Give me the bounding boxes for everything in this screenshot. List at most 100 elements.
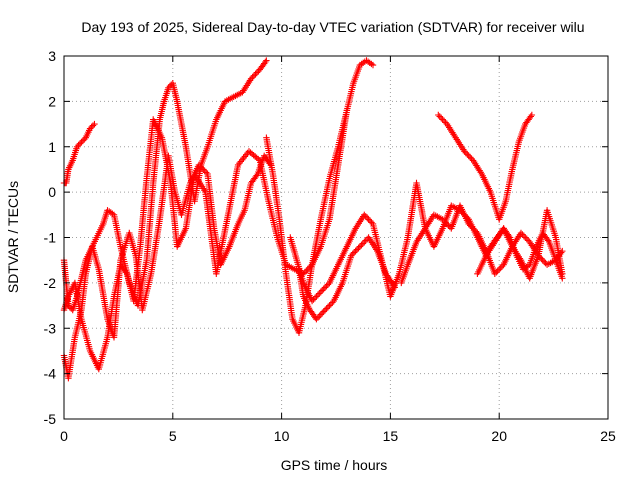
data-point [359, 240, 366, 247]
data-point [79, 137, 87, 144]
data-point [253, 69, 261, 76]
x-tick-label: 10 [274, 428, 290, 444]
x-tick-labels: 0 5 10 15 20 25 [60, 428, 616, 444]
y-tick-label: 0 [48, 184, 56, 200]
data-point [365, 216, 372, 223]
y-tick-labels: -5 -4 -3 -2 -1 0 1 2 3 [44, 48, 57, 427]
data-point [314, 291, 322, 299]
data-point [319, 309, 326, 317]
data-point [253, 172, 260, 179]
x-tick-label: 20 [491, 428, 507, 444]
data-point [321, 284, 329, 291]
data-point [76, 140, 84, 147]
data-point [316, 313, 323, 320]
data-point [308, 297, 316, 305]
series-track-7 [287, 179, 566, 305]
y-axis-label: SDTVAR / TECUs [5, 181, 21, 293]
data-point [520, 232, 528, 240]
data-point [517, 229, 525, 237]
data-point [249, 74, 256, 81]
data-point [319, 287, 326, 294]
data-point [496, 266, 503, 273]
data-point [313, 293, 320, 300]
data-point [247, 75, 255, 82]
data-point [469, 225, 477, 232]
data-point [368, 219, 375, 226]
series-track-5 [263, 57, 377, 336]
data-point [75, 142, 82, 149]
data-point [203, 169, 210, 176]
data-point [435, 111, 442, 119]
data-point [523, 235, 530, 243]
data-point [166, 83, 174, 90]
data-point [559, 275, 566, 282]
data-point [362, 213, 369, 220]
data-point [505, 232, 513, 240]
y-tick-label: -2 [44, 275, 57, 291]
data-point [445, 222, 452, 229]
data-point [200, 166, 207, 173]
series-track-9 [435, 111, 536, 223]
y-tick-label: -5 [44, 411, 57, 427]
data-point [198, 164, 205, 172]
data-point [78, 139, 85, 146]
data-point [329, 299, 336, 306]
data-point [86, 125, 94, 132]
data-point [493, 269, 500, 276]
data-point [313, 316, 320, 323]
data-point [66, 303, 73, 311]
data-point [467, 154, 474, 161]
data-point [122, 269, 130, 276]
data-point [545, 237, 552, 244]
data-point [440, 217, 448, 225]
data-point [320, 308, 327, 315]
data-point [352, 247, 359, 255]
data-point [439, 116, 446, 123]
data-point [197, 163, 204, 170]
data-point [465, 220, 472, 228]
data-point [356, 243, 364, 250]
data-point [522, 234, 529, 241]
data-point [323, 282, 330, 290]
data-point [442, 219, 449, 226]
data-point [436, 113, 443, 120]
data-point [519, 231, 526, 238]
x-axis-label: GPS time / hours [281, 457, 388, 473]
data-point [349, 250, 356, 258]
data-point [321, 306, 329, 314]
data-point [494, 267, 501, 274]
data-point [262, 58, 269, 66]
y-tick-label: 1 [48, 139, 56, 155]
data-point [438, 114, 445, 122]
data-point [88, 123, 95, 131]
data-point [541, 258, 548, 265]
x-tick-label: 15 [383, 428, 399, 444]
x-tick-label: 5 [169, 428, 177, 444]
data-point [350, 249, 358, 256]
y-tick-label: -4 [44, 366, 57, 382]
data-point [539, 257, 546, 264]
data-point [361, 211, 368, 218]
data-point [528, 111, 536, 119]
series-track-3 [60, 152, 274, 382]
data-point [366, 217, 374, 225]
data-point [467, 222, 474, 229]
plot-area [60, 57, 566, 382]
y-tick-label: -3 [44, 320, 57, 336]
data-point [468, 155, 475, 163]
data-point [250, 72, 258, 79]
data-point [559, 247, 566, 255]
data-point [81, 136, 88, 143]
data-point [462, 149, 469, 156]
x-tick-label: 0 [60, 428, 68, 444]
data-point [498, 263, 506, 270]
data-point [440, 117, 448, 125]
data-point [468, 223, 475, 231]
data-point [538, 255, 545, 262]
y-tick-label: -1 [44, 230, 57, 246]
data-point [443, 220, 451, 228]
data-point [320, 285, 327, 293]
data-point [461, 148, 468, 155]
data-point [255, 155, 262, 163]
